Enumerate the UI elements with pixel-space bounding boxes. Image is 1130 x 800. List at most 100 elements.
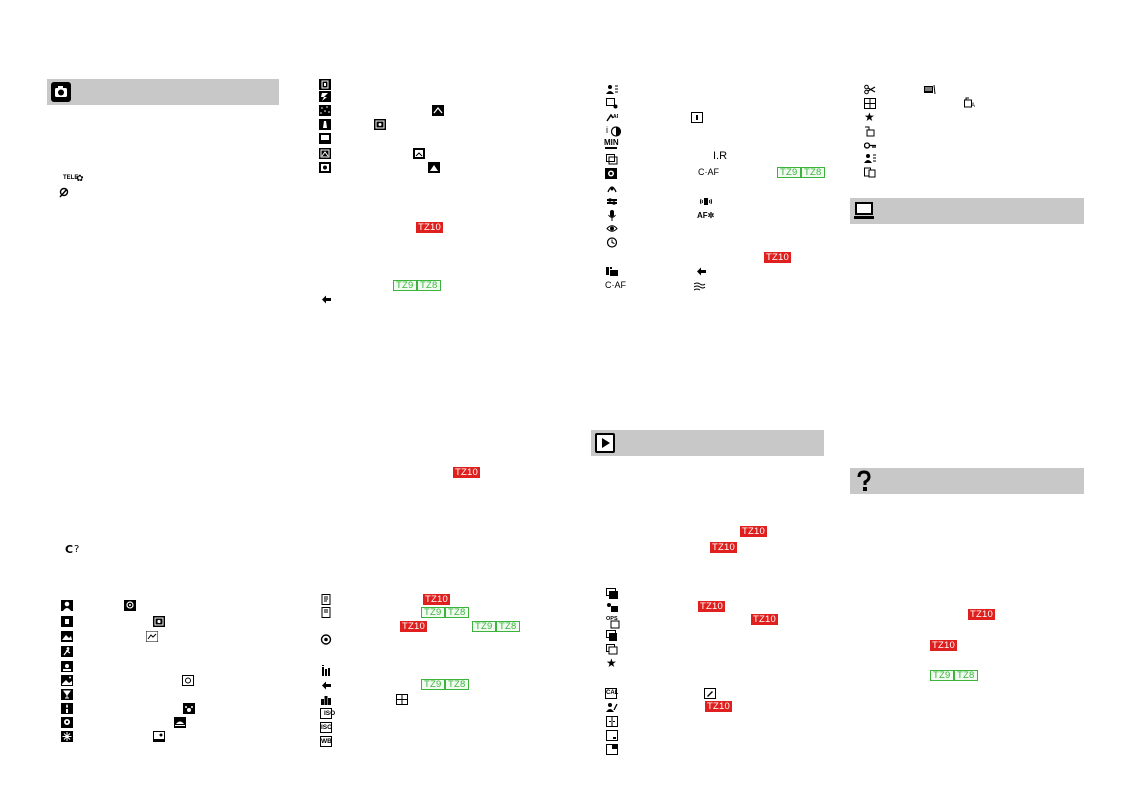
model-tag-tz10: TZ10 — [453, 467, 480, 478]
aerial-photo-icon — [432, 105, 444, 116]
sunset-icon — [174, 717, 186, 728]
title-edit-icon — [704, 688, 716, 699]
place-play-icon — [610, 619, 622, 630]
svg-text:AF: AF — [613, 114, 618, 120]
tulip-icon: ✿ — [76, 174, 84, 184]
food-icon — [182, 675, 194, 686]
svg-text:A: A — [971, 103, 975, 108]
model-tag-tz10: TZ10 — [751, 614, 778, 625]
clipboard-mode-icon — [428, 162, 440, 173]
section-header-playback — [591, 430, 824, 456]
iso-label: ISO — [324, 710, 336, 717]
ez-zoom-icon — [320, 680, 332, 691]
i-exposure-icon — [610, 126, 622, 137]
film-grain-icon — [319, 133, 331, 144]
model-tag-tz10: TZ10 — [705, 701, 732, 712]
scissors-icon — [864, 84, 876, 95]
portrait-icon — [61, 600, 73, 611]
beach-icon — [153, 731, 165, 742]
af-mode-icon — [606, 98, 618, 109]
continuous-af-label: C·AF — [605, 280, 626, 290]
transform-icon — [153, 616, 165, 627]
computer-icon — [853, 200, 875, 222]
photo-frame-icon — [413, 148, 425, 159]
intelligent-resolution-label: I.R — [713, 150, 728, 162]
candle-light-icon — [61, 703, 73, 714]
high-dynamic-icon — [319, 148, 331, 159]
fireworks-icon — [61, 731, 73, 742]
burst-icon — [606, 154, 618, 165]
clock-set-icon — [606, 237, 618, 248]
color-effect-icon — [606, 182, 618, 193]
model-tag-tz10: TZ10 — [930, 640, 957, 651]
model-tag-tz10: TZ10 — [764, 252, 791, 263]
starry-sky-icon — [319, 105, 331, 116]
party-icon — [61, 689, 73, 700]
playback-icon — [594, 432, 616, 454]
model-tag-tz10: TZ10 — [968, 609, 995, 620]
model-tag-tz9: TZ9 — [930, 670, 954, 681]
picture-adjust-icon — [606, 196, 618, 207]
quality-icon — [320, 607, 332, 618]
sensitivity-icon — [320, 694, 332, 705]
gps-icon — [320, 634, 332, 645]
slide-show-icon — [606, 588, 618, 599]
model-tag-tz9: TZ9 — [421, 607, 445, 618]
picture-play-icon — [606, 644, 618, 655]
cropping-icon — [606, 744, 618, 755]
af-assist-label: AF✲ — [697, 211, 715, 220]
print-set-icon — [864, 126, 876, 137]
min-label: MIN — [604, 138, 619, 147]
model-tag-tz8: TZ8 — [801, 167, 825, 178]
camera-icon — [50, 81, 72, 103]
pet-icon — [183, 703, 195, 714]
favorite-play-icon — [606, 630, 618, 641]
i-exposure-label: i — [606, 125, 608, 135]
section-header-recording — [47, 79, 279, 105]
flash-burst-icon — [319, 91, 331, 102]
cal-label: CAL — [606, 690, 619, 696]
star-icon: ★ — [606, 656, 617, 670]
model-tag-tz9: TZ9 — [777, 167, 801, 178]
section-header-connection — [850, 198, 1084, 224]
macro-zoom-icon — [58, 187, 70, 198]
model-tag-tz10: TZ10 — [416, 222, 443, 233]
panorama-assist-icon — [146, 631, 158, 642]
model-tag-tz10: TZ10 — [400, 621, 427, 632]
underwater-icon — [319, 162, 331, 173]
scenery-icon — [61, 631, 73, 642]
print-size-icon: A — [964, 97, 976, 108]
key-protect-icon — [864, 140, 876, 151]
soft-skin-icon — [124, 600, 136, 611]
leveling-icon — [924, 84, 936, 95]
extended-zoom-icon — [320, 294, 332, 305]
face-recognition-icon — [606, 84, 618, 95]
video-divide-icon — [606, 716, 618, 727]
audio-rec-icon — [606, 210, 618, 221]
zoom-grid-icon — [864, 98, 876, 109]
wrench-icon: ? — [74, 544, 80, 555]
custom-set-icon: C — [65, 543, 74, 556]
model-tag-tz8: TZ8 — [496, 621, 520, 632]
model-tag-tz10: TZ10 — [698, 601, 725, 612]
white-balance-icon — [320, 736, 332, 747]
spot-af-icon — [691, 112, 703, 123]
tele-label: TELE — [63, 175, 79, 181]
model-tag-tz10: TZ10 — [740, 526, 767, 537]
night-scenery-icon — [61, 675, 73, 686]
ops-label: OPS — [606, 616, 618, 622]
model-tag-tz10: TZ10 — [423, 594, 450, 605]
af-tracking-icon: AF — [606, 112, 618, 123]
continuous-af-label: C·AF — [698, 167, 719, 177]
digital-zoom-icon — [605, 168, 617, 179]
calendar-icon — [605, 688, 617, 699]
model-tag-tz9: TZ9 — [393, 280, 417, 291]
model-tag-tz9: TZ9 — [472, 621, 496, 632]
category-play-icon — [606, 602, 618, 613]
pin-hole-icon — [374, 119, 386, 130]
wb-label: WB — [321, 738, 332, 745]
model-tag-tz10: TZ10 — [710, 542, 737, 553]
wind-cut-icon — [694, 281, 706, 292]
favorites-star-icon: ★ — [864, 110, 875, 124]
